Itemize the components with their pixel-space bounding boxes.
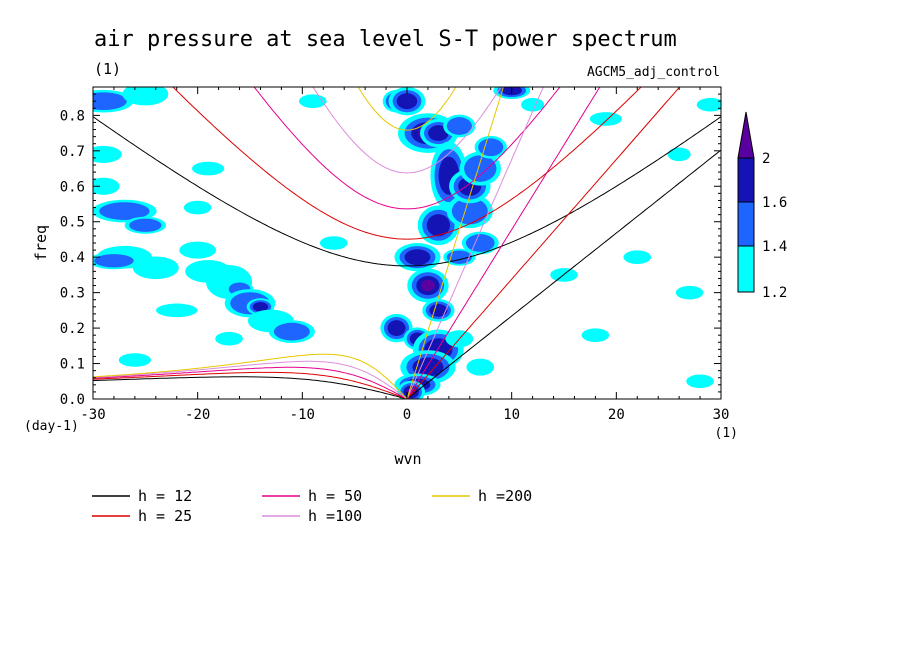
power-contour-4-level-1 bbox=[129, 218, 162, 232]
curve-rossby-25 bbox=[93, 371, 408, 399]
curve-igw-50 bbox=[253, 87, 561, 210]
curve-rossby-12 bbox=[93, 376, 408, 399]
power-contour-8-level-0 bbox=[179, 241, 217, 259]
power-contour-44-level-1 bbox=[465, 234, 495, 252]
power-contour-5-level-0 bbox=[93, 177, 120, 195]
curve-kelvin-50 bbox=[406, 87, 601, 399]
colorbar-segment-2 bbox=[737, 157, 755, 203]
curve-igw-100 bbox=[312, 87, 502, 174]
colorbar-label: 1.4 bbox=[762, 239, 787, 255]
x-tick-label: -30 bbox=[80, 407, 105, 423]
dispersion-curves bbox=[93, 87, 721, 399]
power-contour-32-level-3 bbox=[420, 279, 435, 292]
power-contour-23-level-0 bbox=[319, 236, 348, 250]
power-contour-3-level-1 bbox=[99, 202, 150, 220]
power-contour-14-level-1 bbox=[273, 322, 310, 341]
y-tick-label: 0.4 bbox=[60, 250, 85, 266]
y-tick-label: 0.2 bbox=[60, 321, 85, 337]
power-contour-25-level-2 bbox=[396, 93, 418, 110]
power-contour-15-level-0 bbox=[185, 260, 232, 283]
chart-title: air pressure at sea level S-T power spec… bbox=[94, 27, 677, 52]
legend-label-12: h = 12 bbox=[138, 487, 192, 505]
x-tick-label: 20 bbox=[608, 407, 625, 423]
power-contour-56-level-0 bbox=[521, 97, 545, 112]
power-contour-37-level-2 bbox=[412, 357, 444, 377]
colorbar-arrow bbox=[737, 111, 755, 159]
y-tick-label: 0.3 bbox=[60, 286, 85, 302]
power-contour-17-level-0 bbox=[183, 200, 212, 215]
power-contour-19-level-0 bbox=[118, 353, 151, 367]
power-contour-7-level-0 bbox=[132, 256, 179, 280]
curve-igw-25 bbox=[172, 87, 642, 240]
power-contour-53-level-0 bbox=[686, 374, 714, 389]
power-contour-18-level-0 bbox=[156, 303, 198, 318]
plot-area: -30 -20 -10 0 10 20 30 0.0 0.1 0.2 0.3 0.4 0.5 0.6 0.7… bbox=[60, 86, 730, 423]
curve-kelvin-12 bbox=[406, 149, 721, 399]
power-contour-52-level-0 bbox=[675, 285, 704, 300]
power-contour-55-level-0 bbox=[667, 147, 691, 162]
power-contour-30-level-2 bbox=[426, 214, 451, 237]
units-label: (1) bbox=[94, 60, 121, 78]
curve-igw-200 bbox=[357, 87, 457, 131]
power-contour-28-level-1 bbox=[446, 117, 472, 135]
x-tick-label: 0 bbox=[403, 407, 411, 423]
colorbar-label: 1.6 bbox=[762, 195, 787, 211]
power-contour-48-level-0 bbox=[466, 358, 495, 376]
power-contour-45-level-1 bbox=[478, 138, 504, 157]
y-tick-label: 0.7 bbox=[60, 144, 85, 160]
y-tick-label: 0.6 bbox=[60, 179, 85, 195]
power-contour-42-level-1 bbox=[464, 155, 497, 182]
power-contour-2-level-0 bbox=[93, 145, 122, 163]
dataset-label: AGCM5_adj_control bbox=[587, 65, 720, 80]
x-axis-label: wvn bbox=[394, 450, 421, 468]
curve-kelvin-100 bbox=[406, 87, 544, 399]
curve-rossby-200 bbox=[93, 353, 408, 399]
x-tick-label: 10 bbox=[503, 407, 520, 423]
curve-rossby-100 bbox=[93, 360, 408, 399]
power-contour-34-level-2 bbox=[387, 320, 406, 337]
power-contour-0-level-1 bbox=[93, 92, 127, 111]
power-contour-1-level-0 bbox=[122, 87, 169, 106]
legend-label-100: h =100 bbox=[308, 507, 362, 525]
power-contour-33-level-2 bbox=[429, 304, 448, 317]
power-contour-31-level-2 bbox=[404, 249, 431, 266]
y-tick-label: 0.0 bbox=[60, 392, 85, 408]
colorbar: 1.2 1.4 1.6 2 bbox=[737, 111, 787, 301]
spectral-power-contours bbox=[93, 87, 721, 399]
x-tick-label: -10 bbox=[290, 407, 315, 423]
colorbar-segment-1 bbox=[737, 201, 755, 247]
curve-kelvin-25 bbox=[406, 87, 681, 399]
y-tick-label: 0.8 bbox=[60, 108, 85, 124]
power-contour-54-level-0 bbox=[696, 97, 721, 112]
axis-ticks: -30 -20 -10 0 10 20 30 0.0 0.1 0.2 0.3 0.4 0.5 0.6 0.7… bbox=[60, 87, 730, 423]
power-contour-12-level-2 bbox=[252, 302, 269, 312]
x-tick-label: -20 bbox=[185, 407, 210, 423]
legend-label-200: h =200 bbox=[478, 487, 532, 505]
y-tick-label: 0.1 bbox=[60, 357, 85, 373]
power-contour-40-level-1 bbox=[451, 197, 488, 225]
colorbar-segment-0 bbox=[737, 245, 755, 293]
power-contour-50-level-0 bbox=[589, 112, 622, 126]
legend: h = 12 h = 25 h = 50 h =100 h =200 bbox=[92, 487, 532, 525]
power-contour-16-level-1 bbox=[94, 254, 134, 268]
y-tick-label: 0.5 bbox=[60, 215, 85, 231]
power-contour-57-level-0 bbox=[581, 328, 610, 342]
y-units-label: (day-1) bbox=[24, 419, 79, 434]
power-contour-27-level-2 bbox=[428, 125, 449, 142]
curve-rossby-50 bbox=[93, 366, 408, 399]
colorbar-label: 1.2 bbox=[762, 285, 787, 301]
legend-label-25: h = 25 bbox=[138, 507, 192, 525]
legend-label-50: h = 50 bbox=[308, 487, 362, 505]
colorbar-label: 2 bbox=[762, 151, 770, 167]
power-contour-21-level-0 bbox=[215, 331, 243, 346]
y-axis-label: freq bbox=[32, 225, 50, 261]
power-contour-20-level-0 bbox=[192, 161, 225, 176]
curve-igw-12 bbox=[93, 116, 721, 267]
curve-kelvin-200 bbox=[406, 87, 504, 399]
power-contour-51-level-0 bbox=[623, 250, 652, 264]
x-units-label: (1) bbox=[715, 426, 738, 441]
x-tick-label: 30 bbox=[713, 407, 730, 423]
